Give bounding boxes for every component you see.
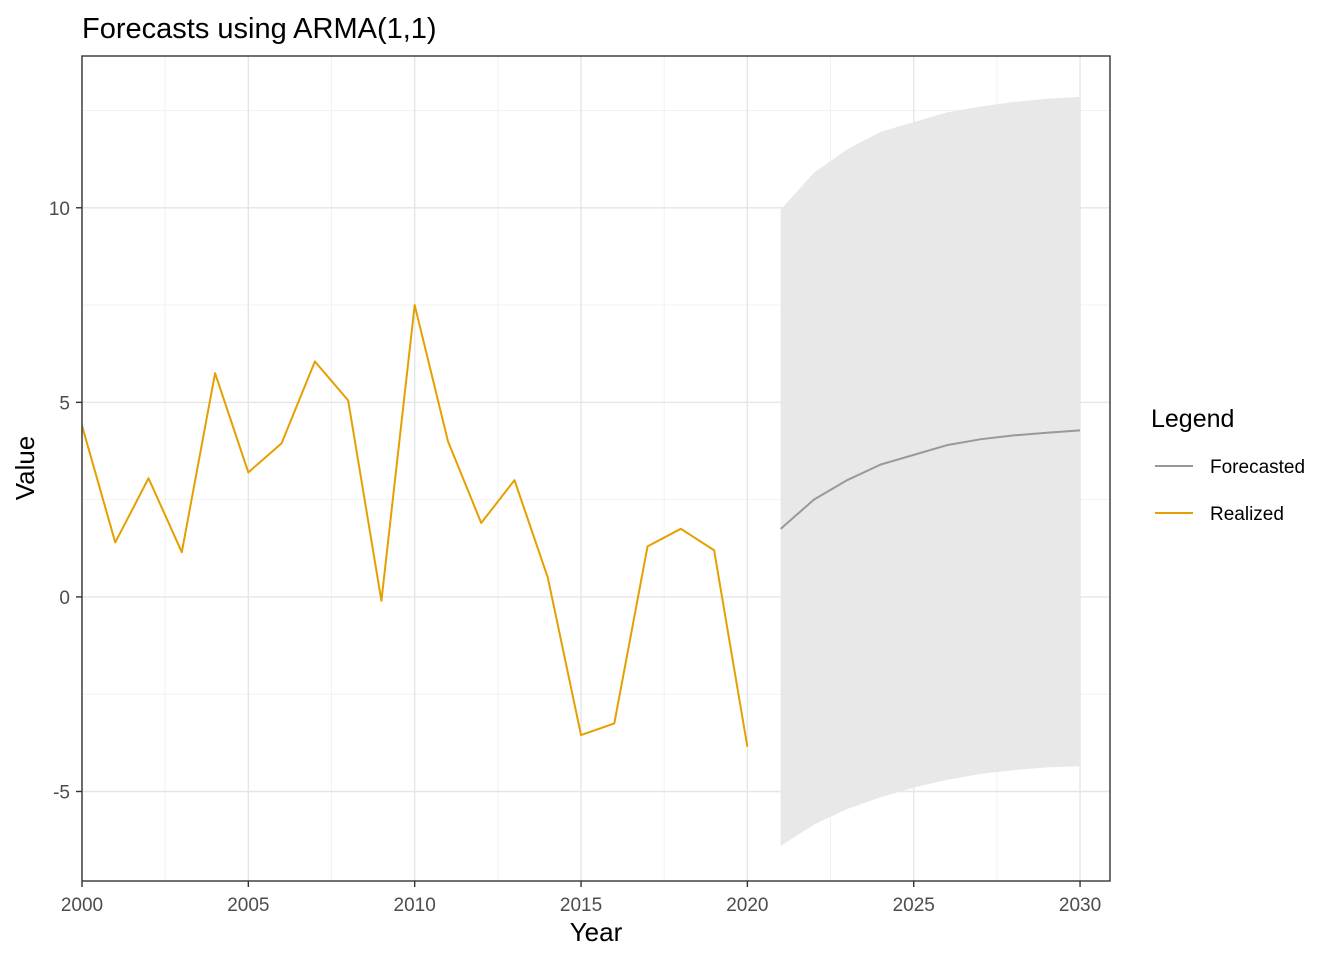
y-tick-label: 0 bbox=[59, 588, 70, 609]
x-tick-label: 2020 bbox=[726, 895, 768, 916]
series-line-forecasted bbox=[779, 429, 1081, 530]
x-tick-label: 2000 bbox=[61, 895, 103, 916]
x-tick-label: 2005 bbox=[227, 895, 269, 916]
legend-label-realized: Realized bbox=[1210, 504, 1284, 525]
y-tick-label: 5 bbox=[59, 393, 70, 414]
x-tick-label: 2025 bbox=[893, 895, 935, 916]
legend: Legend Forecasted Realized bbox=[1151, 405, 1305, 525]
y-axis-ticks: -5 0 5 10 bbox=[49, 199, 82, 803]
legend-label-forecasted: Forecasted bbox=[1210, 457, 1305, 478]
series-line-realized bbox=[81, 304, 749, 747]
x-tick-label: 2030 bbox=[1059, 895, 1101, 916]
y-tick-label: 10 bbox=[49, 199, 70, 220]
x-axis-title: Year bbox=[570, 917, 623, 947]
plot-panel-border bbox=[81, 55, 1111, 882]
y-tick-label: -5 bbox=[53, 782, 70, 803]
legend-title: Legend bbox=[1151, 405, 1234, 433]
x-tick-label: 2010 bbox=[394, 895, 436, 916]
chart-title: Forecasts using ARMA(1,1) bbox=[82, 13, 437, 45]
x-tick-label: 2015 bbox=[560, 895, 602, 916]
x-axis-ticks: 2000 2005 2010 2015 2020 2025 2030 bbox=[61, 881, 1101, 916]
forecast-interval-band bbox=[780, 96, 1081, 846]
series-lines-layer bbox=[81, 304, 1081, 747]
y-axis-title: Value bbox=[10, 436, 40, 501]
forecast-interval-layer bbox=[780, 96, 1081, 846]
